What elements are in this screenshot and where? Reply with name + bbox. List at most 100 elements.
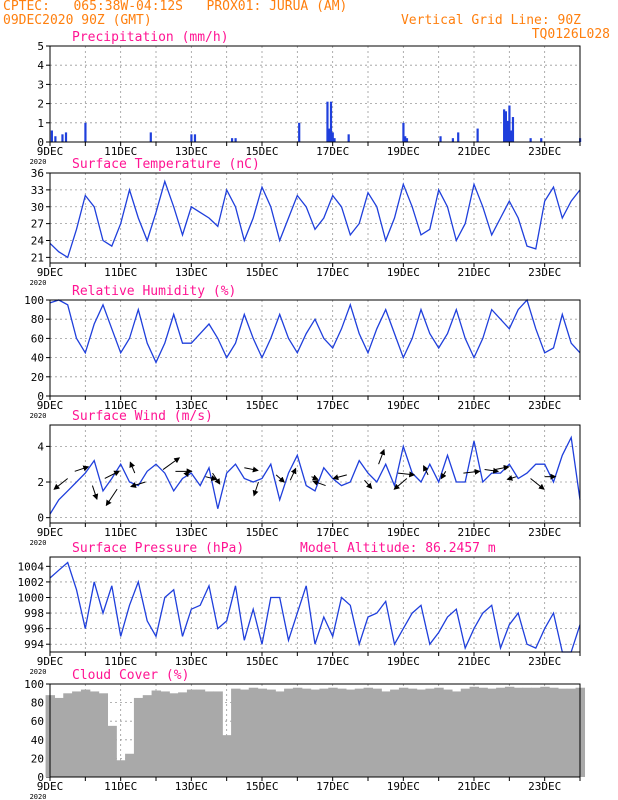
y-tick-label: 60 [31, 715, 44, 728]
wind-arrow [91, 485, 99, 501]
cloud-bar [319, 688, 329, 777]
x-tick-label: 15DEC [245, 526, 278, 539]
x-tick-label: 19DEC [387, 145, 420, 158]
precip-bar [439, 136, 442, 142]
x-tick-label: 15DEC [245, 780, 278, 793]
cloud-bar [398, 687, 409, 777]
cloud-bar [372, 688, 382, 777]
cloud-bar [151, 690, 162, 777]
x-tick-label: 11DEC [104, 655, 137, 668]
precip-bar [298, 122, 301, 142]
cloud-bar [557, 688, 568, 777]
wind-arrow [74, 465, 90, 472]
wind-arrow [463, 468, 481, 475]
precip-bar [230, 138, 234, 142]
cloud-bar [292, 687, 303, 777]
x-tick-label: 19DEC [387, 399, 420, 412]
wind-arrow [495, 464, 510, 471]
y-tick-label: 27 [31, 218, 44, 231]
x-tick-label: 21DEC [457, 266, 490, 279]
precip-bar [405, 138, 409, 142]
y-tick-label: 1000 [18, 591, 45, 604]
precip-bar [529, 138, 532, 142]
wind-arrow [162, 457, 181, 470]
cloud-bar [133, 697, 144, 777]
x-tick-label: 11DEC [104, 780, 137, 793]
y-tick-label: 3 [37, 78, 44, 91]
wind-arrow [423, 464, 429, 476]
panel-title: Surface Pressure (hPa) [72, 541, 244, 556]
y-tick-label: 1 [37, 117, 44, 130]
header-grid-line-note: Vertical Grid Line: 90Z [400, 13, 581, 28]
x-tick-label: 23DEC [528, 526, 561, 539]
x-year-label: 2020 [30, 158, 47, 166]
cloud-bar [186, 689, 197, 777]
cloud-bar [178, 692, 188, 777]
x-tick-label: 15DEC [245, 145, 278, 158]
wind-arrow [289, 467, 297, 481]
cloud-bar [116, 760, 126, 777]
x-year-label: 2020 [30, 668, 47, 676]
wind-arrow [397, 471, 416, 478]
precip-bar [190, 134, 193, 142]
y-tick-label: 40 [31, 734, 44, 747]
y-tick-label: 100 [24, 294, 44, 307]
x-tick-label: 11DEC [104, 526, 137, 539]
precip-bar [540, 138, 543, 142]
panel-title: Surface Temperature (nC) [72, 157, 260, 172]
y-tick-label: 4 [37, 440, 44, 453]
x-tick-label: 19DEC [387, 655, 420, 668]
x-tick-label: 9DEC [37, 399, 64, 412]
cloud-bar [504, 686, 515, 777]
x-tick-label: 11DEC [104, 399, 137, 412]
cloud-bar [98, 693, 109, 777]
cloud-bar [301, 688, 312, 777]
precip-bar [508, 105, 511, 142]
x-tick-label: 21DEC [457, 526, 490, 539]
wind-arrow [506, 475, 517, 481]
cloud-bar [487, 688, 497, 777]
precip-bar [84, 122, 87, 142]
y-tick-label: 1004 [18, 560, 45, 573]
x-tick-label: 13DEC [175, 399, 208, 412]
precip-bar [402, 122, 405, 142]
x-tick-label: 13DEC [175, 655, 208, 668]
precip-bar [328, 128, 331, 142]
x-tick-label: 23DEC [528, 655, 561, 668]
x-tick-label: 15DEC [245, 399, 278, 412]
precip-bar [451, 138, 454, 142]
precip-bar [64, 132, 68, 142]
cloud-bar [513, 687, 524, 777]
wind-arrow [252, 481, 259, 497]
cloud-bar [549, 687, 559, 777]
cloud-bar [390, 689, 400, 777]
wind-arrow [275, 474, 285, 483]
cloud-bar [160, 691, 170, 777]
y-tick-label: 30 [31, 201, 44, 214]
series-line [49, 561, 581, 653]
cloud-bar [416, 689, 427, 777]
y-tick-label: 2 [37, 98, 44, 111]
cloud-bar [469, 686, 480, 777]
panel-frame [49, 299, 581, 397]
precip-bar [503, 109, 506, 142]
y-tick-label: 100 [24, 678, 44, 691]
precip-bar [333, 138, 336, 142]
x-tick-label: 17DEC [316, 780, 349, 793]
x-year-label: 2020 [30, 793, 47, 800]
wind-arrow [104, 470, 121, 479]
y-tick-label: 80 [31, 697, 44, 710]
cloud-bar [204, 691, 215, 777]
wind-arrow [212, 472, 221, 485]
y-tick-label: 0 [37, 771, 44, 784]
series-line [49, 179, 581, 259]
cloud-bar [266, 689, 276, 777]
panel-frame [49, 172, 581, 264]
panel-frame [49, 45, 581, 143]
cloud-bar [363, 687, 374, 777]
precip-bar [331, 132, 334, 142]
x-tick-label: 15DEC [245, 655, 278, 668]
y-tick-label: 996 [24, 623, 44, 636]
x-tick-label: 21DEC [457, 145, 490, 158]
cloud-bar [142, 695, 153, 777]
